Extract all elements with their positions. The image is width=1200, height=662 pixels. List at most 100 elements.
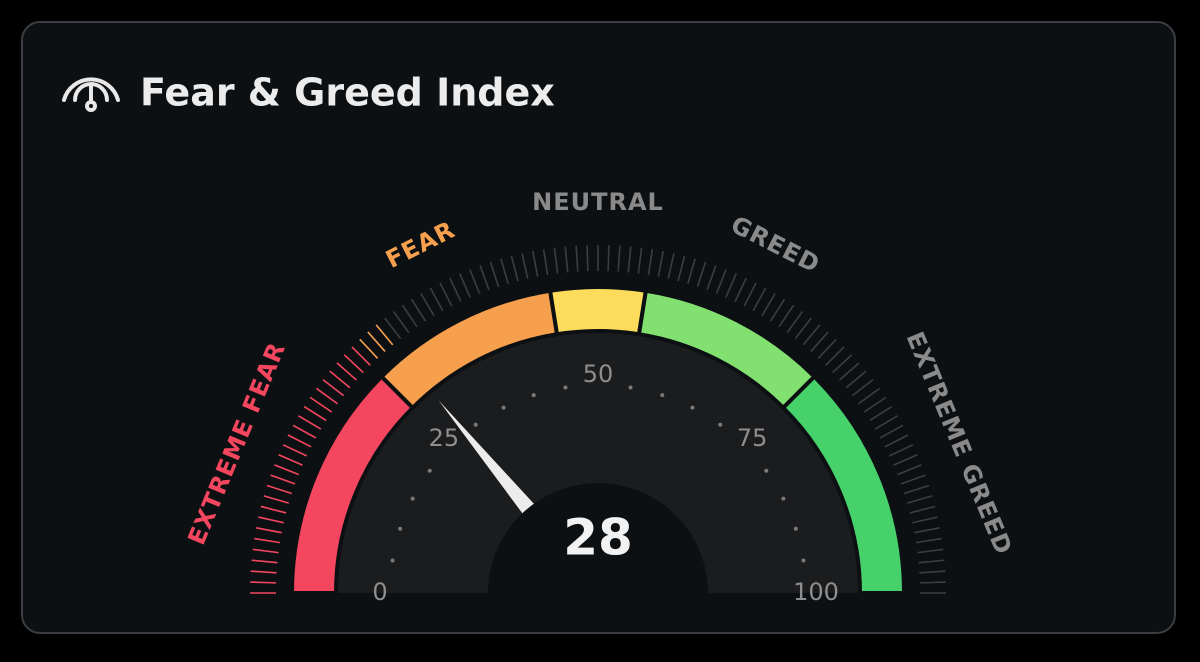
outer-tick [250,570,277,574]
tick-label: 25 [429,424,460,452]
outer-tick [909,505,936,514]
minor-dot [473,422,478,427]
outer-tick [858,387,881,405]
hub [488,483,708,593]
outer-tick [914,527,940,534]
outer-tick [657,251,664,277]
outer-tick [252,548,279,554]
outer-tick [250,581,277,584]
outer-tick [884,434,909,448]
minor-dot [410,496,415,501]
tick-label: 50 [583,360,614,388]
outer-tick [874,415,898,430]
outer-tick [270,474,296,485]
outer-tick [687,258,696,285]
outer-tick [906,495,933,504]
dial-face [336,331,860,593]
outer-tick [893,454,918,466]
outer-tick [375,324,394,346]
outer-tick [912,516,938,524]
minor-dot [390,558,395,563]
outer-tick [303,405,327,422]
outer-tick [897,464,922,476]
outer-tick [851,379,874,397]
minor-dot [793,526,798,531]
outer-tick [743,282,757,307]
outer-tick [251,559,278,564]
outer-tick [761,293,776,317]
outer-tick [479,265,490,291]
outer-tick [863,396,887,413]
outer-tick [832,354,853,374]
minor-dot [690,405,695,410]
outer-tick [401,304,418,328]
outer-tick [542,249,549,276]
minor-dot [563,385,568,390]
outer-tick [903,484,930,495]
value-label: 28 [563,509,633,567]
outer-tick [794,317,812,340]
outer-tick [919,570,946,574]
outer-tick [336,362,357,381]
outer-tick [298,415,322,430]
outer-tick [786,310,804,333]
outer-tick [282,444,307,457]
minor-dot [801,558,806,563]
outer-tick [917,548,944,554]
outer-tick [778,304,795,328]
outer-tick [287,434,312,448]
minor-dot [781,496,786,501]
title: Fear & Greed Index [140,71,555,115]
outer-tick [575,245,579,272]
outer-tick [351,346,371,366]
minor-dot [398,526,403,531]
outer-tick [889,444,914,457]
outer-tick [278,454,303,466]
minor-dot [660,393,665,398]
outer-tick [627,246,632,273]
outer-tick [586,245,589,272]
outer-tick [532,251,539,277]
icon-arc [62,77,120,102]
outer-tick [647,249,654,276]
tick-label: 75 [737,424,768,452]
outer-tick [769,298,786,322]
outer-tick [315,387,338,405]
outer-tick [734,277,747,302]
outer-tick [367,331,386,352]
band-arc [547,285,649,337]
outer-tick [274,464,299,476]
outer-tick [410,298,427,322]
outer-tick [667,253,675,279]
minor-dot [531,393,536,398]
tick-label: 0 [372,578,387,606]
outer-tick [489,261,500,288]
minor-dot [764,468,769,473]
outer-tick [825,346,845,366]
outer-tick [706,265,717,291]
outer-tick [359,338,379,359]
outer-tick [918,559,945,564]
outer-tick [254,537,281,544]
outer-tick [469,269,481,294]
minor-dot [628,385,633,390]
outer-tick [266,484,293,495]
outer-tick [839,362,860,381]
icon-hub [85,100,97,112]
outer-tick [420,293,435,317]
outer-tick [637,247,643,274]
outer-tick [309,396,333,413]
outer-tick [752,287,767,312]
outer-tick [521,253,529,279]
outer-tick [329,370,351,389]
outer-tick [263,495,290,504]
outer-tick [900,474,926,485]
outer-tick [384,317,402,340]
outer-tick [292,424,317,439]
outer-tick [500,258,509,285]
outer-tick [343,354,364,374]
outer-tick [817,338,837,359]
gauge-icon [62,77,120,112]
outer-tick [696,261,707,288]
